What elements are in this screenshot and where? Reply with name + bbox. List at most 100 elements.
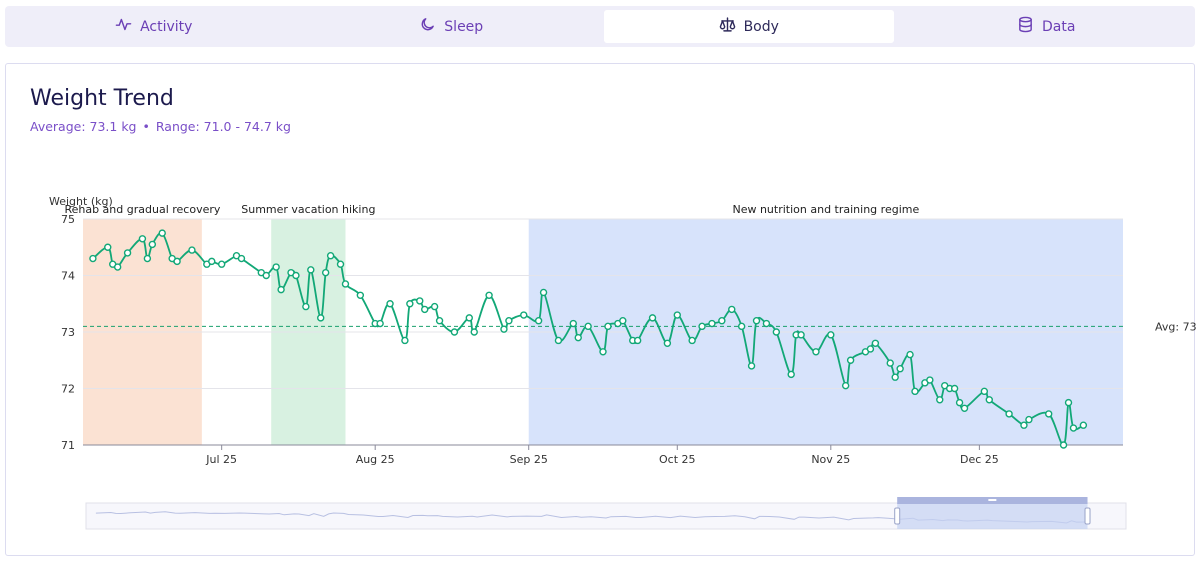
- data-point: [450, 328, 459, 336]
- data-point: [584, 322, 592, 331]
- data-point: [113, 263, 122, 271]
- data-point: [708, 319, 716, 328]
- chart-subtitle: Average: 73.1 kg • Range: 71.0 - 74.7 kg: [30, 119, 291, 134]
- annotation-label-3: New nutrition and training regime: [732, 203, 919, 216]
- data-point: [500, 325, 508, 333]
- tab-activity[interactable]: Activity: [9, 10, 299, 43]
- data-point: [376, 319, 384, 328]
- data-point: [534, 317, 543, 325]
- y-tick-label: 71: [61, 439, 75, 452]
- data-point: [886, 359, 894, 367]
- y-tick-label: 74: [61, 270, 75, 283]
- data-point: [737, 322, 746, 331]
- navigator-handle-left[interactable]: [894, 507, 901, 525]
- data-point: [292, 271, 300, 280]
- navigator-handle-right[interactable]: [1084, 507, 1091, 525]
- data-point: [797, 331, 805, 339]
- data-point: [896, 365, 904, 373]
- tab-body-label: Body: [743, 18, 779, 35]
- data-point: [1045, 410, 1053, 418]
- x-tick-label: Jul 25: [205, 453, 237, 466]
- data-point: [1059, 441, 1068, 449]
- data-point: [336, 260, 345, 268]
- data-point: [728, 305, 736, 314]
- tab-data[interactable]: Data: [902, 10, 1192, 43]
- data-point: [262, 271, 270, 280]
- data-point: [787, 370, 795, 379]
- data-point: [911, 387, 919, 396]
- data-point: [470, 328, 478, 336]
- data-point: [188, 246, 196, 254]
- moon-icon: [419, 16, 436, 37]
- data-point: [217, 260, 226, 268]
- data-point: [208, 257, 216, 266]
- navigator-window: [897, 503, 1088, 529]
- data-point: [673, 311, 681, 319]
- data-point: [401, 336, 409, 345]
- data-point: [317, 314, 325, 322]
- data-point: [663, 339, 672, 347]
- data-point: [356, 291, 365, 299]
- data-point: [539, 288, 548, 297]
- data-point: [812, 348, 820, 356]
- data-point: [416, 297, 424, 305]
- data-point: [698, 322, 706, 331]
- data-point: [1025, 415, 1033, 424]
- tab-data-label: Data: [1042, 18, 1076, 35]
- data-point: [871, 339, 880, 347]
- tab-sleep[interactable]: Sleep: [307, 10, 597, 43]
- average-stat: Average: 73.1 kg: [30, 119, 137, 134]
- data-point: [574, 333, 582, 342]
- data-point: [520, 311, 528, 319]
- database-icon: [1017, 16, 1034, 37]
- x-tick-label: Nov 25: [811, 453, 850, 466]
- data-point: [633, 336, 642, 345]
- data-point: [302, 302, 310, 311]
- data-point: [307, 266, 315, 274]
- data-point: [926, 376, 934, 384]
- data-point: [762, 319, 771, 328]
- data-point: [866, 345, 875, 353]
- data-point: [891, 373, 899, 381]
- data-point: [604, 322, 612, 331]
- data-point: [841, 381, 850, 390]
- data-point: [752, 317, 761, 325]
- scale-icon: [719, 16, 736, 37]
- x-tick-label: Sep 25: [510, 453, 548, 466]
- data-point: [237, 254, 246, 263]
- data-point: [173, 257, 181, 266]
- data-point: [272, 263, 280, 271]
- tab-body[interactable]: Body: [604, 10, 894, 43]
- activity-icon: [115, 16, 132, 37]
- data-point: [386, 300, 394, 308]
- data-point: [846, 356, 855, 364]
- data-point: [554, 336, 563, 345]
- data-point: [936, 396, 944, 404]
- data-point: [89, 254, 97, 263]
- data-point: [277, 285, 285, 294]
- data-point: [1005, 410, 1013, 418]
- annotation-label-1: Rehab and gradual recovery: [64, 203, 220, 216]
- data-point: [421, 305, 429, 314]
- x-tick-label: Aug 25: [356, 453, 395, 466]
- data-point: [1020, 421, 1028, 429]
- data-point: [138, 235, 147, 243]
- stat-separator: •: [142, 119, 150, 134]
- tab-activity-label: Activity: [140, 18, 193, 35]
- annotation-label-2: Summer vacation hiking: [241, 203, 375, 216]
- y-tick-label: 72: [61, 383, 75, 396]
- data-point: [955, 398, 964, 407]
- data-point: [980, 387, 989, 396]
- y-axis-label: Weight (kg): [49, 195, 113, 208]
- data-point: [465, 314, 473, 322]
- data-point: [619, 317, 627, 325]
- data-point: [718, 317, 726, 325]
- y-tick-label: 73: [61, 326, 75, 339]
- data-point: [148, 240, 157, 249]
- data-point: [435, 317, 444, 325]
- average-line-label: Avg: 73: [1155, 320, 1197, 333]
- data-point: [406, 300, 414, 308]
- data-point: [341, 280, 350, 288]
- data-point: [505, 317, 513, 325]
